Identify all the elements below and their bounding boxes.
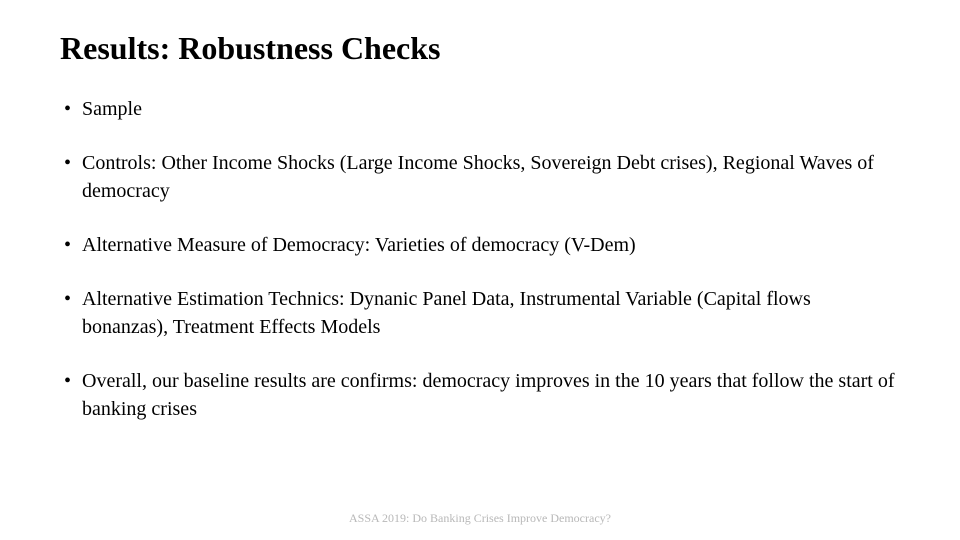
list-item: Controls: Other Income Shocks (Large Inc… — [60, 149, 900, 205]
slide-footer: ASSA 2019: Do Banking Crises Improve Dem… — [0, 511, 960, 526]
bullet-text: Sample — [82, 98, 142, 120]
bullet-list: Sample Controls: Other Income Shocks (La… — [60, 95, 900, 423]
bullet-text: Alternative Estimation Technics: Dynanic… — [82, 288, 811, 338]
list-item: Sample — [60, 95, 900, 123]
list-item: Alternative Estimation Technics: Dynanic… — [60, 285, 900, 341]
bullet-text: Overall, our baseline results are confir… — [82, 370, 895, 420]
list-item: Alternative Measure of Democracy: Variet… — [60, 231, 900, 259]
list-item: Overall, our baseline results are confir… — [60, 367, 900, 423]
slide-title: Results: Robustness Checks — [60, 30, 900, 67]
bullet-text: Alternative Measure of Democracy: Variet… — [82, 234, 636, 256]
bullet-text: Controls: Other Income Shocks (Large Inc… — [82, 152, 874, 202]
